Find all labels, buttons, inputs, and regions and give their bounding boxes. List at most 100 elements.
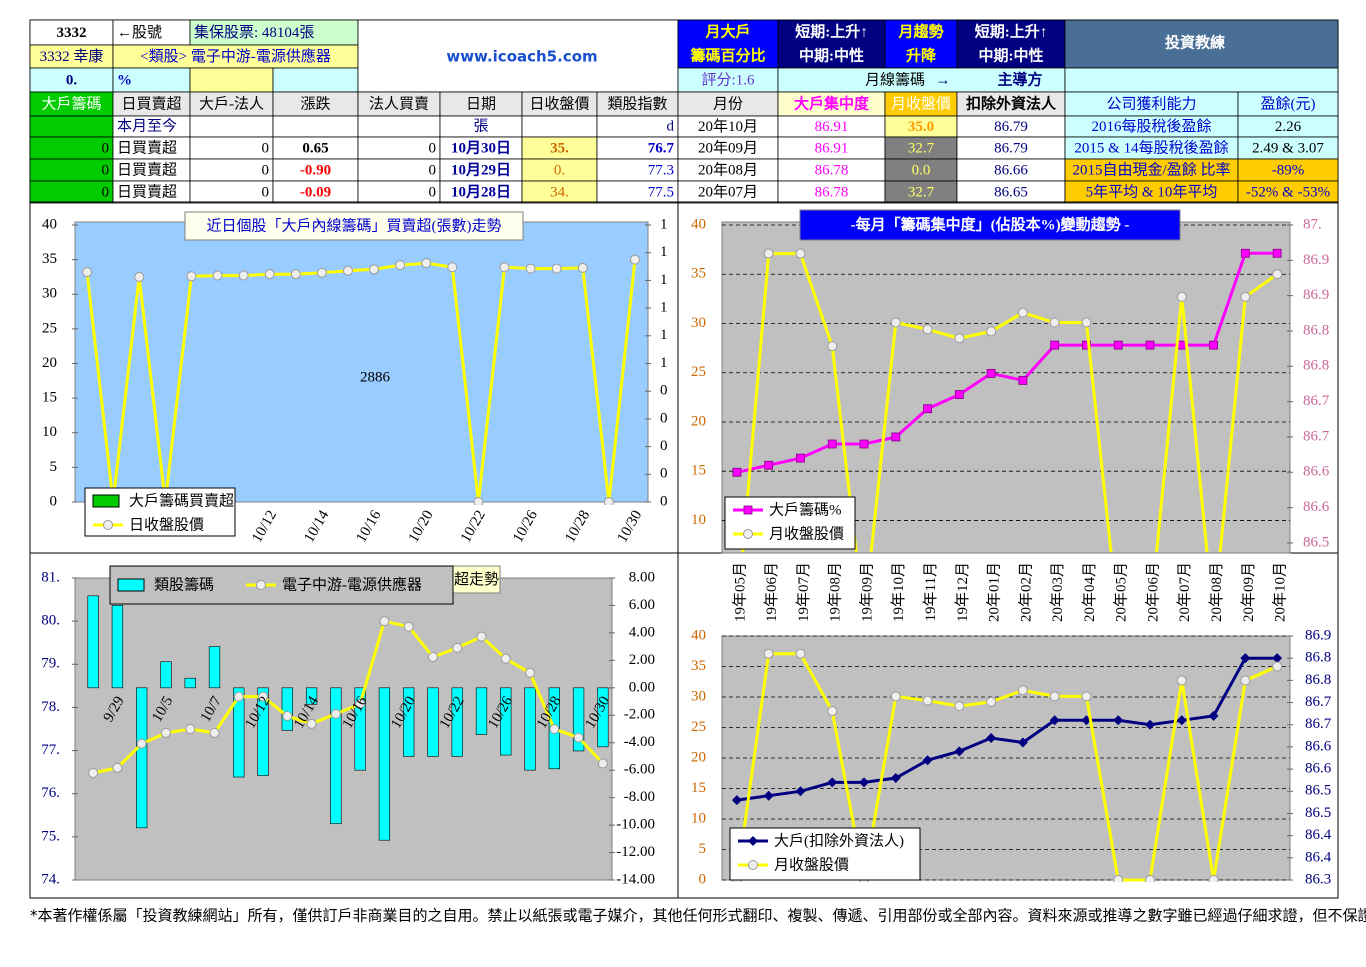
tick-label: 81. — [41, 569, 60, 585]
marker — [1272, 661, 1283, 672]
cell — [677, 67, 779, 93]
marker — [379, 616, 390, 627]
cell-text: 5年平均 & 10年平均 — [1086, 183, 1218, 200]
cell — [29, 19, 114, 46]
marker — [1176, 291, 1187, 302]
cell-text: -89% — [1272, 162, 1305, 178]
marker — [763, 248, 774, 259]
marker — [256, 580, 266, 590]
cell-text: 0 — [102, 140, 110, 156]
marker — [238, 270, 249, 281]
cell-text: 86.78 — [815, 184, 849, 200]
tick-label: 1 — [660, 244, 668, 260]
tick-label: 1 — [660, 216, 668, 232]
tick-label: -6.00 — [624, 762, 655, 778]
marker — [82, 267, 93, 278]
cell-text: 10月29日 — [451, 161, 511, 178]
marker — [551, 263, 562, 274]
marker — [1049, 317, 1060, 328]
cell-text: 0.0 — [912, 162, 931, 178]
title-box — [184, 211, 524, 241]
cell-text: % — [117, 72, 132, 88]
marker — [500, 653, 511, 664]
marker — [1017, 685, 1028, 696]
tick-label: 86.8 — [1305, 672, 1331, 688]
tick-label: 2.00 — [629, 652, 655, 668]
marker — [1208, 875, 1219, 882]
cell — [1064, 67, 1339, 93]
cell-text: 短期:上升↑ — [795, 22, 868, 40]
marker — [212, 270, 223, 281]
cell — [272, 115, 359, 138]
tick-label: 5 — [699, 841, 707, 857]
bar — [403, 687, 415, 757]
tick-label: 10 — [691, 810, 706, 826]
cell-text: 大戶籌碼 — [41, 95, 101, 112]
tick-label: 0 — [50, 493, 58, 509]
legend-label: 電子中游-電源供應器 — [282, 575, 422, 593]
cell-text: 升降 — [906, 46, 937, 64]
chart-title: -每月「籌碼集中度」(佔股本%)變動趨勢 - — [851, 215, 1130, 233]
x-tick-label: 19年06月 — [763, 562, 780, 622]
cell-text: <類股> 電子中游-電源供應器 — [140, 47, 331, 65]
cell-text: 0 — [262, 140, 270, 156]
legend — [729, 827, 921, 881]
tick-label: 79. — [41, 656, 60, 672]
cell — [189, 115, 274, 138]
x-tick-label: 20年10月 — [1272, 562, 1289, 622]
cell — [1064, 91, 1239, 117]
x-tick-label: 20年08月 — [1208, 562, 1225, 622]
cell-text: 32.7 — [908, 184, 935, 200]
cell — [357, 115, 441, 138]
tick-label: 15 — [42, 390, 57, 406]
tick-label: 40 — [691, 627, 706, 643]
marker — [1113, 875, 1124, 882]
marker — [306, 718, 317, 729]
marker — [1113, 715, 1124, 726]
bar — [257, 687, 269, 776]
tick-label: 86.7 — [1305, 716, 1332, 732]
marker — [954, 390, 964, 399]
tick-label: 30 — [691, 315, 706, 331]
marker — [1145, 340, 1155, 350]
tick-label: 86.6 — [1305, 738, 1332, 754]
cell-text: 中期:中性 — [979, 46, 1044, 64]
cell — [272, 91, 359, 117]
cell — [521, 115, 598, 138]
tick-label: 76. — [41, 785, 60, 801]
bar — [305, 687, 318, 705]
tick-label: 86.3 — [1305, 871, 1331, 887]
plot — [82, 254, 640, 505]
cell — [29, 67, 114, 93]
cell-text: 日買賣超 — [117, 161, 177, 178]
chart-title: 近日個股「大戶內線籌碼」買賣超(張數)走勢 — [207, 217, 502, 234]
legend-label: 月收盤股價 — [769, 525, 844, 542]
cell-text: 日收盤價 — [529, 95, 589, 112]
bar — [572, 687, 585, 752]
bar — [354, 687, 366, 771]
tick-label: 86.7 — [1303, 428, 1330, 444]
marker — [1240, 248, 1250, 258]
marker — [732, 467, 742, 477]
legend-label: 類股籌碼 — [154, 576, 214, 593]
marker — [763, 648, 774, 659]
cell — [1237, 180, 1339, 204]
tick-label: -4.00 — [624, 734, 655, 750]
cell-text: -0.09 — [300, 184, 331, 200]
tick-label: 86.5 — [1305, 783, 1331, 799]
marker — [986, 733, 997, 744]
cell-text: 日買賣超 — [117, 183, 177, 200]
tick-label: 4.00 — [629, 624, 655, 640]
marker — [186, 271, 197, 282]
marker — [796, 453, 805, 463]
cell-text: 0 — [102, 162, 110, 178]
tick-label: 86.9 — [1303, 252, 1329, 268]
cell-text: 月線籌碼 — [865, 71, 925, 88]
marker — [447, 262, 458, 273]
marker — [1176, 675, 1187, 686]
tick-label: 0 — [660, 383, 668, 399]
bar — [330, 687, 342, 825]
tick-label: 86.6 — [1303, 499, 1330, 515]
tick-label: -8.00 — [624, 789, 655, 805]
x-tick-label: 20年05月 — [1113, 562, 1130, 622]
